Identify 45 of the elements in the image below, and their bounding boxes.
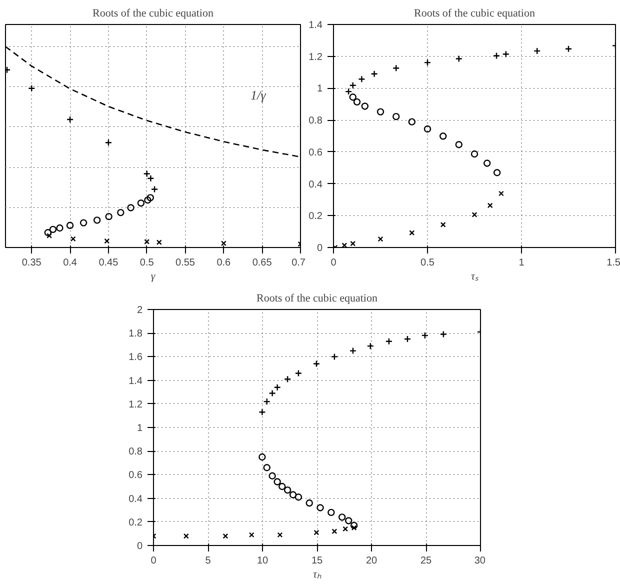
chart-title: Roots of the cubic equation [414,8,536,20]
x-tick-label: 0.5 [140,258,154,268]
y-tick-label: 0.6 [308,147,323,158]
x-tick-label: 25 [420,556,432,566]
x-tick-label: 0.65 [252,258,272,268]
x-axis-title: τₕ [313,568,322,580]
y-tick-label: 1.4 [128,376,143,387]
chart-title: Roots of the cubic equation [92,8,214,20]
y-tick-label: 0.4 [128,494,143,505]
x-tick-label: 15 [311,556,323,566]
annotation: 1/γ [250,88,267,102]
y-tick-label: 1.2 [308,52,323,63]
x-tick-label: 0.55 [176,258,196,268]
x-tick-label: 0 [330,258,337,268]
y-tick-label: 0 [136,541,143,552]
y-tick-label: 1 [136,423,143,434]
x-tick-label: 0.45 [98,258,119,268]
x-tick-label: 1 [518,258,525,268]
x-tick-label: 5 [205,556,212,566]
x-axis-title: γ [150,270,156,282]
x-tick-label: 0.5 [420,258,435,268]
x-tick-label: 0.7 [292,258,306,268]
x-tick-label: 20 [366,556,378,566]
x-tick-label: 0.4 [63,258,78,268]
y-tick-label: 2 [136,305,143,316]
y-tick-label: 1.8 [128,328,143,340]
y-tick-label: 0 [316,243,323,254]
x-tick-label: 30 [474,556,486,566]
y-tick-label: 0.8 [308,116,323,127]
y-tick-label: 0.6 [128,470,143,482]
x-tick-label: 0 [150,556,157,566]
y-tick-label: 0.2 [128,517,143,528]
x-tick-label: 0.35 [22,258,42,268]
y-tick-label: 1.4 [308,20,323,31]
x-tick-label: 0.6 [216,258,232,268]
y-tick-label: 0.8 [128,446,143,458]
x-tick-label: 1.5 [606,258,620,268]
y-tick-label: 1 [316,84,323,95]
y-tick-label: 1.6 [128,352,143,364]
x-axis-title: τₛ [471,270,479,282]
y-tick-label: 1.2 [128,399,143,410]
y-tick-label: 0.4 [308,179,323,190]
x-tick-label: 10 [256,556,268,566]
chart-title: Roots of the cubic equation [256,292,378,304]
y-tick-label: 0.2 [308,211,323,222]
